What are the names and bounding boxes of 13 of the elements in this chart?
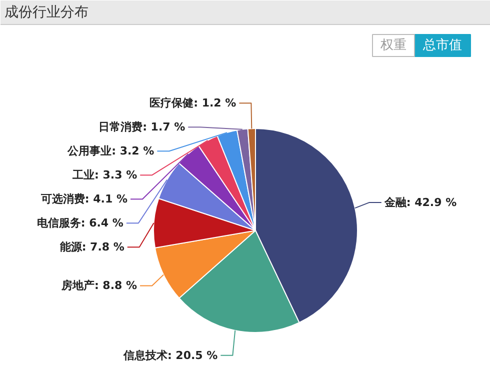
slice-label: 金融: 42.9 %: [383, 196, 457, 209]
slice-label: 工业: 3.3 %: [72, 168, 138, 182]
slice-label: 电信服务: 6.4 %: [36, 216, 124, 230]
slice-label: 能源: 7.8 %: [60, 240, 124, 254]
slice-label: 日常消费: 1.7 %: [98, 120, 186, 134]
text: 权重: [380, 38, 406, 53]
slice-label: 医疗保健: 1.2 %: [150, 96, 236, 110]
slice-label: 公用事业: 3.2 %: [66, 144, 154, 158]
chart-title: 成份行业分布: [4, 4, 88, 20]
slice-label: 信息技术: 20.5 %: [122, 348, 218, 362]
slice-label: 可选消费: 4.1 %: [40, 192, 128, 206]
slice-label: 房地产: 8.8 %: [60, 279, 138, 292]
text: 总市值: [422, 38, 462, 53]
